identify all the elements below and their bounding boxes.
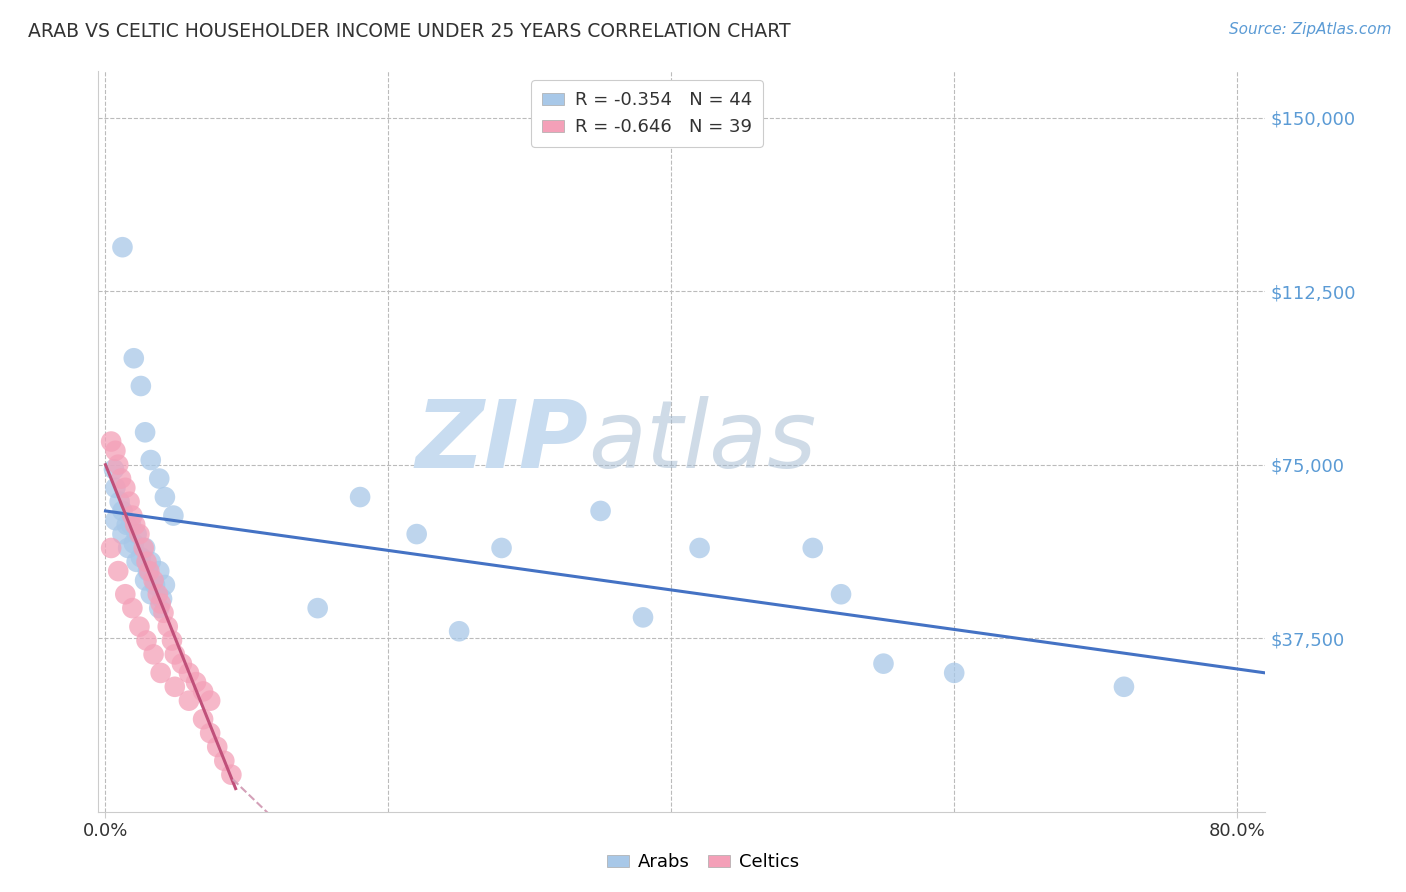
Point bbox=[120, 517, 142, 532]
Point bbox=[122, 351, 145, 366]
Point bbox=[207, 739, 229, 754]
Point bbox=[111, 527, 134, 541]
Legend: R = -0.354   N = 44, R = -0.646   N = 39: R = -0.354 N = 44, R = -0.646 N = 39 bbox=[531, 80, 762, 147]
Point bbox=[191, 712, 214, 726]
Point bbox=[142, 648, 165, 662]
Text: Source: ZipAtlas.com: Source: ZipAtlas.com bbox=[1229, 22, 1392, 37]
Point bbox=[148, 471, 170, 485]
Point bbox=[162, 508, 184, 523]
Point bbox=[108, 494, 131, 508]
Point bbox=[872, 657, 894, 671]
Point bbox=[111, 240, 134, 254]
Point bbox=[146, 587, 169, 601]
Point bbox=[136, 564, 159, 578]
Point bbox=[148, 564, 170, 578]
Point bbox=[139, 453, 162, 467]
Point bbox=[150, 591, 173, 606]
Point bbox=[118, 494, 141, 508]
Point bbox=[139, 555, 162, 569]
Point bbox=[148, 601, 170, 615]
Point bbox=[349, 490, 371, 504]
Text: atlas: atlas bbox=[589, 396, 817, 487]
Point bbox=[134, 574, 156, 588]
Point bbox=[104, 443, 127, 458]
Point bbox=[134, 425, 156, 440]
Point bbox=[153, 578, 176, 592]
Point bbox=[134, 541, 156, 555]
Point bbox=[184, 675, 207, 690]
Point bbox=[801, 541, 824, 555]
Point bbox=[100, 434, 122, 449]
Text: ARAB VS CELTIC HOUSEHOLDER INCOME UNDER 25 YEARS CORRELATION CHART: ARAB VS CELTIC HOUSEHOLDER INCOME UNDER … bbox=[28, 22, 790, 41]
Point bbox=[143, 578, 166, 592]
Point bbox=[198, 726, 221, 740]
Point bbox=[117, 541, 139, 555]
Point bbox=[138, 564, 160, 578]
Point bbox=[121, 601, 143, 615]
Point bbox=[142, 574, 165, 588]
Point bbox=[177, 665, 200, 680]
Point bbox=[110, 471, 132, 485]
Point bbox=[129, 379, 152, 393]
Point bbox=[163, 648, 186, 662]
Point bbox=[589, 504, 612, 518]
Point bbox=[122, 536, 145, 550]
Point bbox=[491, 541, 513, 555]
Point bbox=[132, 541, 155, 555]
Point bbox=[153, 490, 176, 504]
Point bbox=[191, 684, 214, 698]
Point bbox=[156, 619, 179, 633]
Point bbox=[114, 587, 136, 601]
Point bbox=[104, 481, 127, 495]
Point bbox=[631, 610, 654, 624]
Point bbox=[449, 624, 471, 639]
Point bbox=[125, 555, 148, 569]
Point bbox=[107, 458, 129, 472]
Point bbox=[214, 754, 236, 768]
Point bbox=[103, 462, 125, 476]
Point bbox=[121, 508, 143, 523]
Point bbox=[104, 513, 127, 527]
Point bbox=[943, 665, 966, 680]
Point bbox=[139, 587, 162, 601]
Point bbox=[198, 694, 221, 708]
Point bbox=[163, 680, 186, 694]
Point bbox=[689, 541, 711, 555]
Point bbox=[114, 481, 136, 495]
Point bbox=[307, 601, 329, 615]
Point bbox=[135, 633, 157, 648]
Point bbox=[100, 541, 122, 555]
Point bbox=[160, 633, 183, 648]
Point bbox=[149, 597, 172, 611]
Point bbox=[129, 550, 152, 565]
Point bbox=[170, 657, 193, 671]
Point bbox=[1112, 680, 1135, 694]
Point bbox=[125, 527, 148, 541]
Point bbox=[124, 517, 146, 532]
Point bbox=[135, 555, 157, 569]
Point bbox=[405, 527, 427, 541]
Legend: Arabs, Celtics: Arabs, Celtics bbox=[600, 847, 806, 879]
Point bbox=[221, 767, 243, 781]
Point bbox=[107, 564, 129, 578]
Point bbox=[115, 517, 138, 532]
Point bbox=[177, 694, 200, 708]
Point bbox=[830, 587, 852, 601]
Point bbox=[128, 527, 150, 541]
Point bbox=[128, 619, 150, 633]
Text: ZIP: ZIP bbox=[416, 395, 589, 488]
Point bbox=[111, 504, 134, 518]
Point bbox=[149, 665, 172, 680]
Point bbox=[152, 606, 174, 620]
